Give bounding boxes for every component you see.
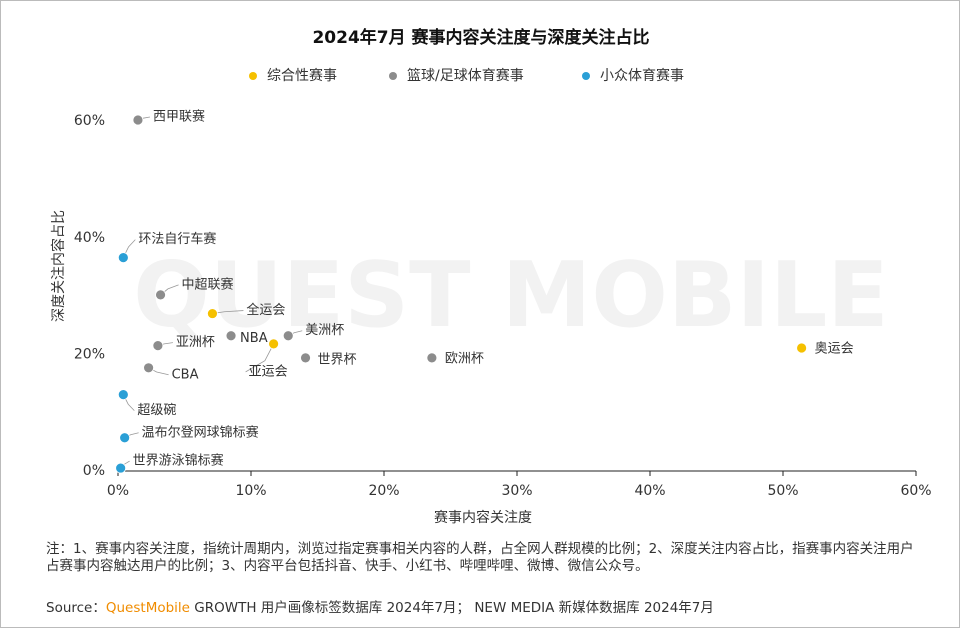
y-tick-label: 60%	[74, 113, 105, 129]
point-label: 欧洲杯	[445, 351, 484, 366]
point-label: 全运会	[246, 302, 285, 318]
y-tick-label: 40%	[74, 230, 105, 246]
chart: 2024年7月 赛事内容关注度与深度关注占比 QUEST MOBILE 深度关注…	[50, 27, 932, 526]
point	[115, 462, 127, 474]
x-tick-label: 50%	[767, 483, 798, 499]
leader-line	[245, 343, 274, 373]
point-label: 亚洲杯	[176, 335, 215, 350]
point	[300, 352, 311, 364]
point	[132, 114, 144, 126]
point	[117, 389, 129, 401]
point-label: 世界游泳锦标赛	[133, 453, 224, 469]
x-tick-label: 60%	[900, 483, 931, 499]
source: Source：QuestMobile GROWTH 用户画像标签数据库 2024…	[46, 596, 714, 616]
legend-label: 小众体育赛事	[600, 68, 684, 84]
source-rest: GROWTH 用户画像标签数据库 2024年7月； NEW MEDIA 新媒体数…	[194, 600, 714, 616]
legend-marker	[582, 72, 590, 80]
point	[207, 308, 218, 319]
source-prefix: Source：	[46, 600, 106, 616]
chart-title: 2024年7月 赛事内容关注度与深度关注占比	[312, 27, 649, 48]
x-tick-label: 40%	[634, 483, 665, 499]
point	[119, 432, 131, 444]
x-tick-label: 0%	[107, 483, 129, 499]
point-label: 温布尔登网球锦标赛	[142, 424, 259, 440]
note: 注：1、赛事内容关注度，指统计周期内，浏览过指定赛事相关内容的人群，占全网人群规…	[46, 541, 914, 574]
point	[117, 252, 129, 263]
point-label: 西甲联赛	[153, 108, 205, 124]
point	[155, 289, 166, 301]
source-brand: QuestMobile	[105, 600, 190, 616]
point	[426, 352, 438, 364]
point-label: NBA	[240, 331, 268, 346]
x-axis-label: 赛事内容关注度	[434, 509, 532, 526]
legend-marker	[249, 72, 257, 80]
point	[268, 338, 280, 350]
x-tick-label: 10%	[235, 483, 266, 499]
point-label: CBA	[172, 367, 199, 382]
y-axis-label: 深度关注内容占比	[50, 210, 67, 322]
point-label: 超级碗	[137, 402, 176, 418]
watermark: QUEST MOBILE	[133, 243, 889, 348]
point	[282, 330, 294, 342]
point	[143, 362, 154, 374]
point-label: 世界杯	[318, 352, 357, 367]
point	[225, 330, 237, 342]
point	[152, 340, 164, 352]
point-label: 美洲杯	[305, 323, 344, 338]
x-tick-label: 20%	[368, 483, 399, 499]
legend-label: 综合性赛事	[267, 68, 337, 84]
point-label: 环法自行车赛	[138, 231, 216, 247]
point-label: 奥运会	[815, 341, 854, 356]
point-label: 中超联赛	[182, 276, 234, 292]
legend-marker	[389, 72, 397, 80]
y-tick-label: 0%	[83, 463, 105, 479]
legend-label: 篮球/足球体育赛事	[407, 68, 524, 84]
point	[796, 342, 808, 354]
point-label: 亚运会	[249, 364, 288, 379]
x-tick-label: 30%	[501, 483, 532, 499]
y-tick-label: 20%	[74, 346, 105, 362]
